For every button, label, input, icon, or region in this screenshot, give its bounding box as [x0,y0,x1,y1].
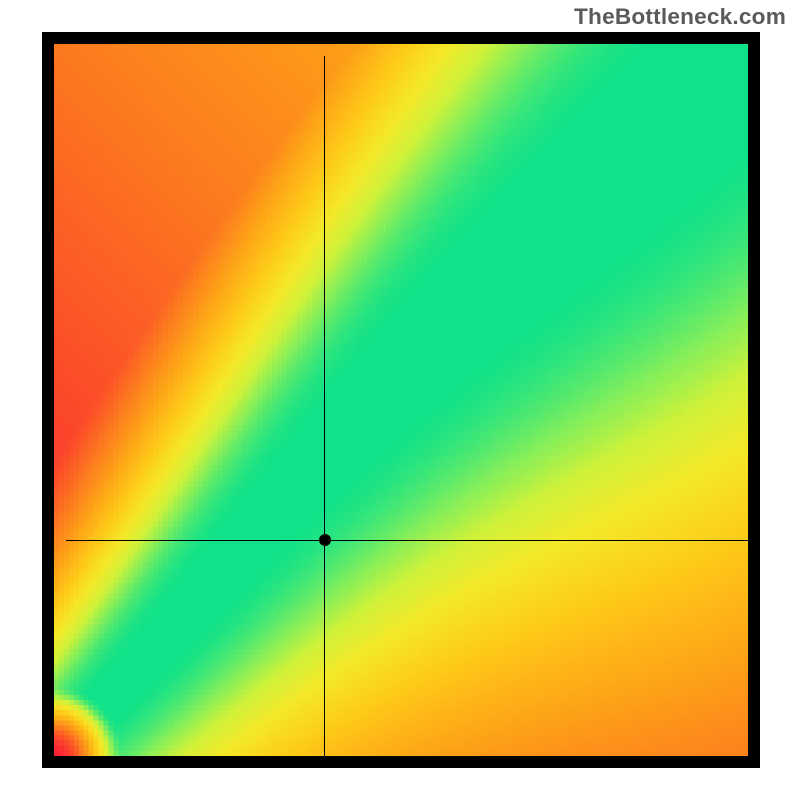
watermark-text: TheBottleneck.com [574,4,786,30]
crosshair-horizontal [66,540,760,541]
heatmap-plot [42,32,760,768]
heatmap-canvas [54,44,748,756]
marker-dot [319,534,331,546]
crosshair-vertical [324,56,325,768]
chart-container: TheBottleneck.com [0,0,800,800]
